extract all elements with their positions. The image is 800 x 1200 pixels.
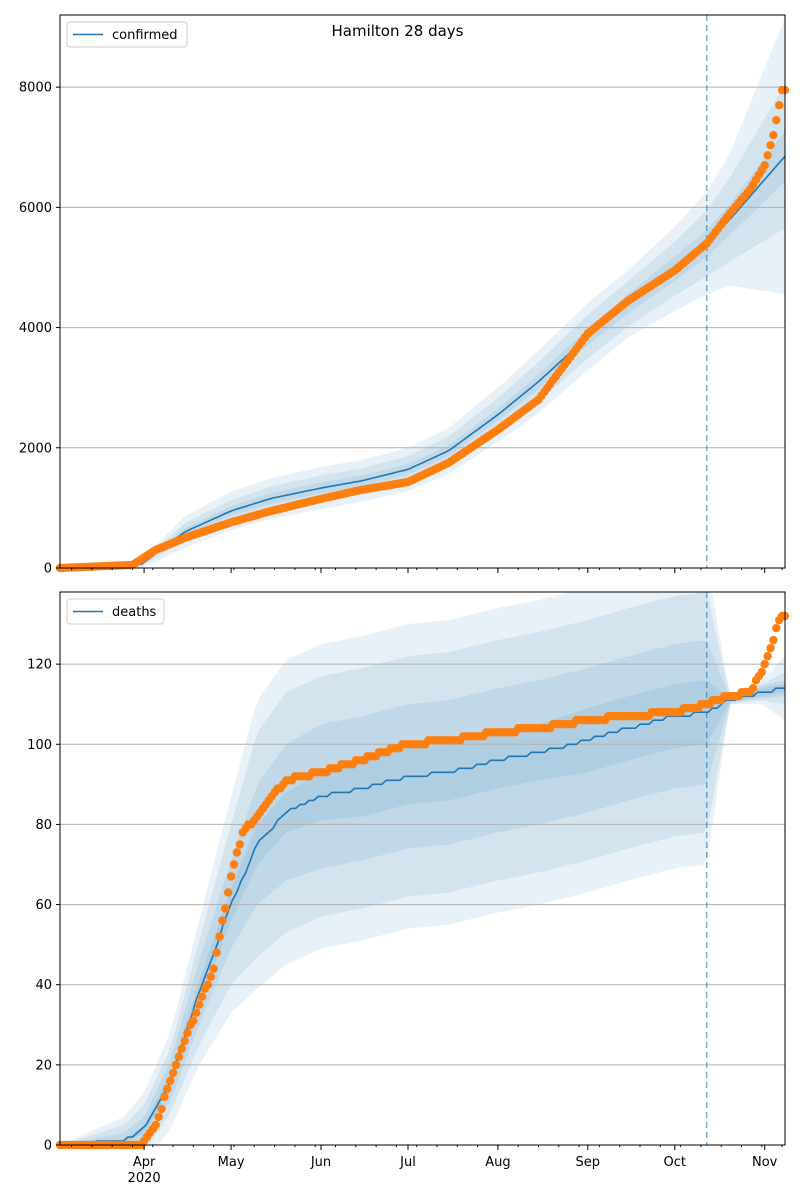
observed-point (763, 651, 772, 661)
observed-point (226, 872, 236, 881)
observed-point (232, 848, 242, 857)
observed-point (180, 1036, 189, 1046)
observed-point (772, 116, 781, 125)
confirmed-observed-points (55, 85, 790, 573)
observed-point (171, 1060, 181, 1070)
observed-point (189, 1016, 198, 1025)
y-tick-label: 6000 (19, 201, 52, 216)
deaths-observed-points (55, 611, 790, 1150)
observed-point (748, 684, 758, 693)
observed-point (224, 888, 233, 897)
observed-point (215, 932, 224, 941)
chart-title: Hamilton 28 days (331, 22, 463, 40)
y-tick-label: 40 (35, 978, 52, 993)
y-tick-label: 80 (35, 818, 52, 833)
observed-point (177, 1044, 186, 1054)
observed-point (192, 1008, 201, 1017)
observed-point (197, 992, 207, 1001)
observed-point (203, 980, 213, 989)
deaths-forecast-bands (60, 592, 785, 1145)
observed-point (235, 840, 244, 849)
deaths-legend-box (66, 598, 165, 625)
y-tick-label: 0 (44, 1139, 52, 1154)
observed-point (769, 635, 778, 645)
observed-point (769, 131, 778, 140)
deaths-band-3 (60, 592, 785, 1145)
deaths-axes: 0 20 40 60 80 100 120 Apr May Jun Jul Aug Sep Oct Nov 2… (27, 658, 783, 1186)
observed-point (218, 916, 227, 925)
confirmed-legend-box (66, 21, 188, 48)
observed-point (209, 964, 218, 973)
y-tick-label: 2000 (19, 441, 52, 456)
observed-point (221, 904, 230, 913)
confirmed-legend-label: confirmed (112, 28, 178, 43)
x-tick-label: Sep (576, 1155, 601, 1170)
y-tick-label: 60 (35, 898, 52, 913)
x-year-label: 2020 (128, 1171, 161, 1186)
deaths-legend: deaths (66, 598, 165, 625)
confirmed-band-2 (60, 18, 785, 568)
deaths-panel: 0 20 40 60 80 100 120 Apr May Jun Jul Aug Sep Oct Nov 2… (27, 591, 790, 1186)
observed-point (168, 1068, 178, 1078)
y-tick-label: 120 (27, 658, 52, 673)
confirmed-legend: confirmed (66, 21, 188, 48)
x-tick-label: Oct (664, 1155, 686, 1170)
x-tick-label: Jul (399, 1155, 416, 1170)
observed-point (757, 667, 766, 677)
confirmed-axes: 0 2000 4000 6000 8000 (19, 81, 783, 577)
deaths-legend-label: deaths (112, 605, 157, 620)
y-tick-label: 20 (35, 1058, 52, 1073)
observed-point (763, 151, 772, 160)
observed-point (760, 659, 769, 669)
confirmed-band-1 (60, 84, 785, 568)
y-tick-label: 4000 (19, 321, 52, 336)
observed-point (163, 1084, 172, 1094)
y-tick-label: 0 (44, 562, 52, 577)
y-tick-label: 8000 (19, 81, 52, 96)
observed-point (174, 1052, 184, 1062)
deaths-band-1 (60, 640, 785, 1145)
observed-point (766, 141, 775, 150)
observed-point (772, 623, 781, 633)
observed-point (183, 1028, 192, 1038)
observed-point (760, 161, 769, 170)
observed-point (212, 948, 221, 957)
observed-point (160, 1092, 169, 1102)
confirmed-model-line (59, 155, 786, 569)
x-tick-label: May (218, 1155, 245, 1170)
confirmed-gridlines (60, 86, 785, 569)
deaths-band-2 (60, 592, 785, 1145)
y-tick-label: 100 (27, 738, 52, 753)
deaths-plot-frame (59, 591, 786, 1146)
observed-point (154, 1112, 163, 1122)
observed-point (166, 1076, 175, 1086)
observed-point (195, 1000, 204, 1009)
confirmed-plot-frame (59, 14, 786, 569)
observed-point (775, 101, 784, 110)
confirmed-forecast-bands (60, 18, 785, 568)
observed-point (157, 1104, 166, 1114)
x-tick-label: Aug (485, 1155, 510, 1170)
observed-point (151, 1120, 160, 1130)
x-tick-label: Nov (752, 1155, 778, 1170)
deaths-band-0 (60, 680, 785, 1145)
observed-point (206, 972, 215, 981)
observed-point (229, 860, 239, 869)
x-tick-label: Jun (310, 1155, 331, 1170)
observed-point (766, 643, 775, 653)
confirmed-band-0 (60, 131, 785, 568)
x-tick-label: Apr (133, 1155, 156, 1170)
confirmed-panel: 0 2000 4000 6000 8000 Hamilton 28 days confi… (19, 14, 790, 577)
